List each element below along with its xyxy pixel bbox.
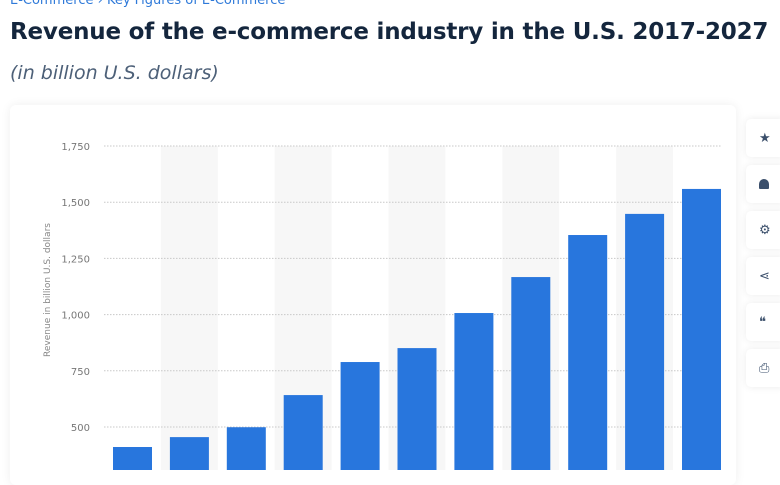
bell-icon <box>759 179 769 189</box>
y-tick-label: 1,250 <box>61 254 90 265</box>
bar-2017 <box>113 447 152 470</box>
gear-icon: ⚙ <box>759 222 771 238</box>
cite-button[interactable]: ❝ <box>746 303 780 341</box>
chart-toolbar: ★ ⚙ ⋖ ❝ ⎙ <box>746 119 780 395</box>
breadcrumb-item[interactable]: Key Figures of E-Commerce <box>106 0 286 8</box>
star-icon: ★ <box>759 130 771 146</box>
y-tick-label: 500 <box>71 423 90 434</box>
y-axis-label: Revenue in billion U.S. dollars <box>43 223 53 357</box>
bar-2021 <box>340 362 380 470</box>
y-tick-label: 1,500 <box>61 198 90 209</box>
y-tick-label: 1,000 <box>61 311 90 322</box>
bar-2019 <box>226 427 266 470</box>
bar-chart: 500 750 1,000 1,250 1,500 1,750 Revenue in bil… <box>43 142 722 470</box>
breadcrumb-item[interactable]: E-Commerce <box>10 0 94 8</box>
bar-2023 <box>454 313 494 470</box>
y-tick-label: 750 <box>71 367 90 378</box>
share-button[interactable]: ⋖ <box>746 257 780 295</box>
bar-2026 <box>625 213 665 470</box>
notification-button[interactable] <box>746 165 780 203</box>
page-title: Revenue of the e-commerce industry in th… <box>10 19 769 45</box>
share-icon: ⋖ <box>759 268 770 284</box>
breadcrumb: E-Commerce › Key Figures of E-Commerce <box>10 0 285 8</box>
bar-2027 <box>682 188 721 470</box>
print-button[interactable]: ⎙ <box>746 349 780 387</box>
bar-2025 <box>568 235 608 470</box>
bar-2024 <box>511 277 551 470</box>
column-band <box>160 146 218 470</box>
favorite-button[interactable]: ★ <box>746 119 780 157</box>
settings-button[interactable]: ⚙ <box>746 211 780 249</box>
bar-2022 <box>397 348 437 470</box>
bar-2020 <box>283 395 323 470</box>
bar-2018 <box>169 437 209 470</box>
print-icon: ⎙ <box>759 360 770 376</box>
y-tick-label: 1,750 <box>61 142 90 153</box>
page-subtitle: (in billion U.S. dollars) <box>10 62 219 84</box>
breadcrumb-separator: › <box>97 0 103 8</box>
quote-icon: ❝ <box>759 314 766 330</box>
